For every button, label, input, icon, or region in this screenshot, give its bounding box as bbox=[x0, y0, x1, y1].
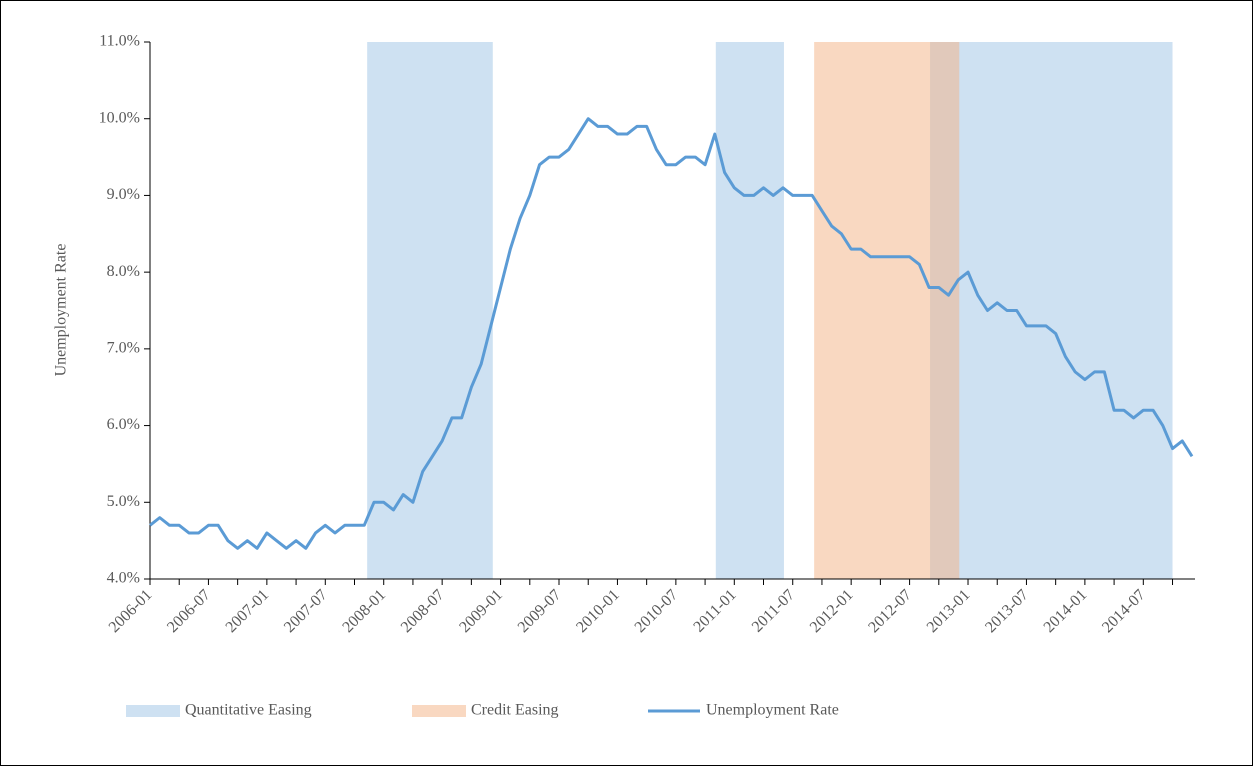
y-tick-label: 8.0% bbox=[107, 263, 140, 280]
span-band bbox=[930, 42, 1173, 579]
y-axis-title: Unemployment Rate bbox=[53, 244, 70, 377]
y-tick-label: 4.0% bbox=[107, 570, 140, 587]
legend-label: Quantitative Easing bbox=[185, 702, 312, 719]
y-tick-label: 11.0% bbox=[99, 33, 140, 50]
line-series bbox=[149, 117, 1194, 550]
span-band bbox=[367, 42, 493, 579]
span-band bbox=[715, 42, 784, 579]
legend-swatch bbox=[126, 705, 180, 717]
legend-swatch bbox=[412, 705, 466, 717]
y-tick-label: 6.0% bbox=[107, 416, 140, 433]
y-tick-label: 10.0% bbox=[99, 109, 140, 126]
legend-label: Unemployment Rate bbox=[706, 702, 839, 719]
y-tick-label: 9.0% bbox=[107, 186, 140, 203]
span-band bbox=[814, 42, 960, 579]
y-tick-label: 7.0% bbox=[107, 340, 140, 357]
y-tick-label: 5.0% bbox=[107, 493, 140, 510]
legend-label: Credit Easing bbox=[471, 702, 559, 719]
